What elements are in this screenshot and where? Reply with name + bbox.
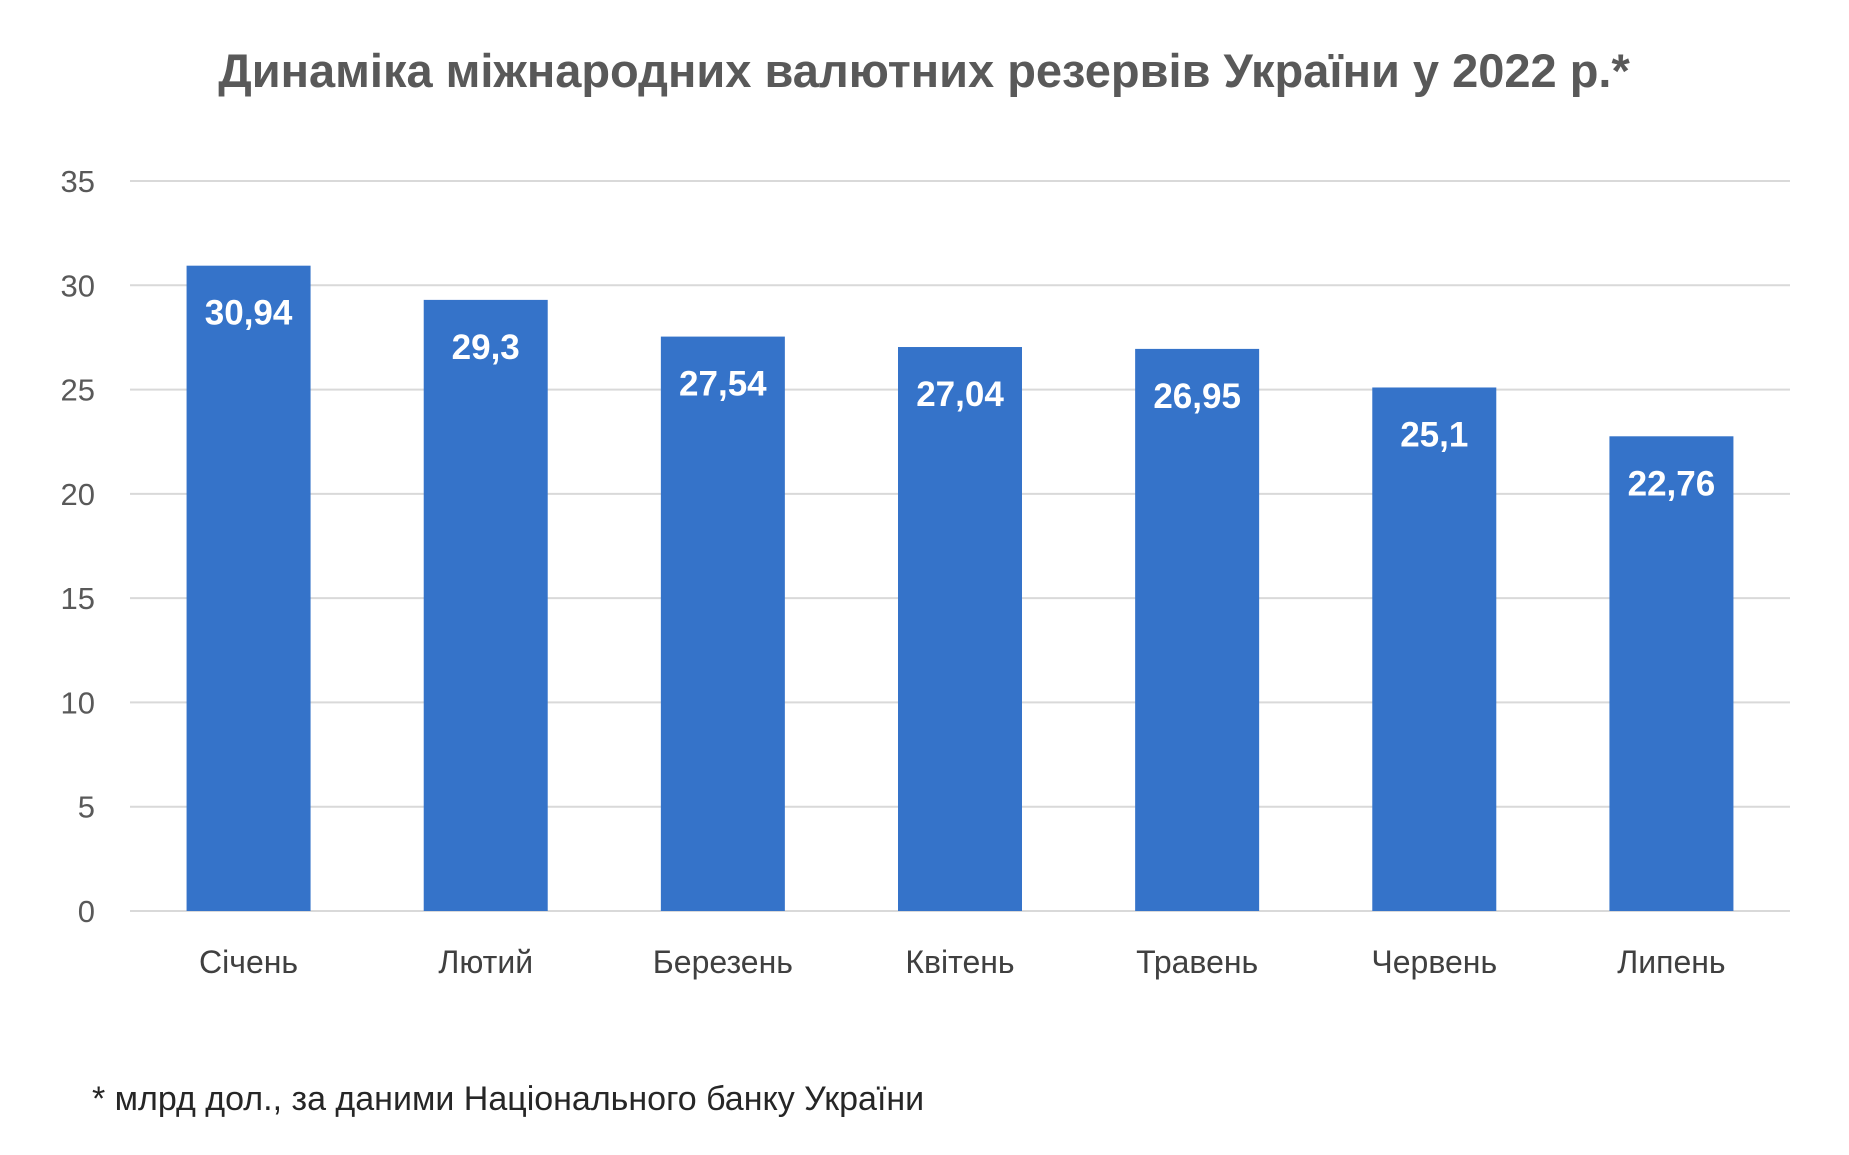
bar — [186, 265, 311, 911]
bar — [898, 347, 1022, 912]
category-label: Травень — [1136, 944, 1258, 980]
bar — [660, 336, 785, 911]
footnote: * млрд дол., за даними Національного бан… — [92, 1080, 924, 1118]
category-label: Лютий — [438, 944, 533, 980]
category-label: Квітень — [905, 944, 1014, 980]
category-label: Липень — [1617, 944, 1725, 980]
data-labels: 30,94 29,3 27,54 27,04 26,95 25,1 22,76 — [205, 294, 1715, 504]
data-label: 25,1 — [1400, 415, 1468, 454]
y-tick-label: 35 — [61, 164, 95, 199]
y-tick-label: 0 — [78, 894, 95, 929]
y-tick-label: 5 — [78, 790, 95, 825]
y-tick-label: 20 — [61, 477, 95, 512]
data-label: 22,76 — [1628, 464, 1716, 503]
y-tick-label: 15 — [61, 581, 95, 616]
bar — [1372, 387, 1497, 911]
x-axis-categories: Січень Лютий Березень Квітень Травень Червень… — [199, 944, 1726, 980]
data-label: 27,54 — [679, 365, 767, 404]
y-tick-label: 10 — [61, 685, 95, 720]
chart-title: Динаміка міжнародних валютних резервів У… — [218, 44, 1630, 97]
y-axis-ticks: 0 5 10 15 20 25 30 35 — [61, 164, 95, 929]
bar — [1609, 436, 1734, 911]
y-tick-label: 25 — [61, 373, 95, 408]
category-label: Червень — [1371, 944, 1497, 980]
y-tick-label: 30 — [61, 268, 95, 303]
data-label: 27,04 — [916, 375, 1004, 414]
data-label: 26,95 — [1153, 377, 1241, 416]
category-label: Березень — [653, 944, 793, 980]
category-label: Січень — [199, 944, 298, 980]
bars — [186, 265, 1734, 912]
data-label: 29,3 — [452, 328, 520, 367]
bar — [1135, 348, 1260, 911]
data-label: 30,94 — [205, 294, 293, 333]
bar — [423, 299, 548, 911]
